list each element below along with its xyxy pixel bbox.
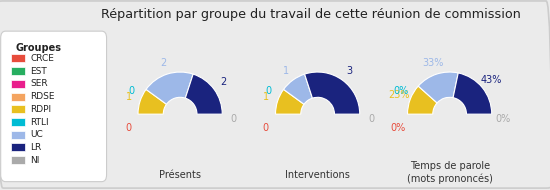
Text: 0%: 0% — [496, 114, 511, 124]
Wedge shape — [453, 73, 492, 114]
Text: UC: UC — [31, 130, 43, 139]
Text: Répartition par groupe du travail de cette réunion de commission: Répartition par groupe du travail de cet… — [101, 8, 521, 21]
Wedge shape — [138, 89, 167, 114]
Wedge shape — [185, 74, 222, 114]
Wedge shape — [418, 72, 458, 103]
Bar — [11, 118, 25, 126]
Bar — [11, 105, 25, 113]
Text: Groupes: Groupes — [15, 44, 61, 53]
Bar — [11, 67, 25, 75]
Text: 0%: 0% — [390, 123, 405, 133]
Bar — [11, 131, 25, 139]
Wedge shape — [284, 74, 312, 104]
Text: EST: EST — [31, 67, 47, 76]
Bar — [11, 156, 25, 164]
Text: 0: 0 — [266, 86, 272, 96]
Text: 0: 0 — [368, 114, 375, 124]
Text: LR: LR — [31, 143, 42, 152]
Text: 0%: 0% — [393, 86, 409, 96]
Bar — [11, 143, 25, 151]
Text: 2: 2 — [161, 58, 167, 68]
Text: 43%: 43% — [481, 75, 502, 85]
Text: 0: 0 — [125, 123, 131, 133]
Text: CRCE: CRCE — [31, 54, 54, 63]
Text: Interventions: Interventions — [285, 169, 350, 180]
FancyBboxPatch shape — [1, 31, 107, 182]
Text: 1: 1 — [126, 93, 132, 102]
Text: 1: 1 — [263, 93, 270, 102]
Wedge shape — [146, 72, 193, 104]
Text: Temps de parole
(mots prononcés): Temps de parole (mots prononcés) — [406, 161, 493, 184]
Text: 2: 2 — [221, 78, 227, 87]
Text: RTLI: RTLI — [31, 118, 49, 127]
Text: RDPI: RDPI — [31, 105, 52, 114]
Text: 33%: 33% — [422, 58, 443, 68]
Text: 1: 1 — [283, 66, 289, 76]
Text: Présents: Présents — [159, 169, 201, 180]
Text: 23%: 23% — [388, 90, 410, 100]
Text: 0: 0 — [262, 123, 268, 133]
Bar — [11, 54, 25, 62]
Text: 3: 3 — [346, 66, 353, 76]
Wedge shape — [408, 86, 437, 114]
Text: NI: NI — [31, 156, 40, 165]
Text: RDSE: RDSE — [31, 92, 55, 101]
Wedge shape — [276, 89, 304, 114]
Text: 0: 0 — [231, 114, 237, 124]
Bar — [11, 80, 25, 88]
Bar — [11, 93, 25, 101]
Text: 0: 0 — [128, 86, 134, 96]
Wedge shape — [305, 72, 360, 114]
Text: SER: SER — [31, 79, 48, 89]
